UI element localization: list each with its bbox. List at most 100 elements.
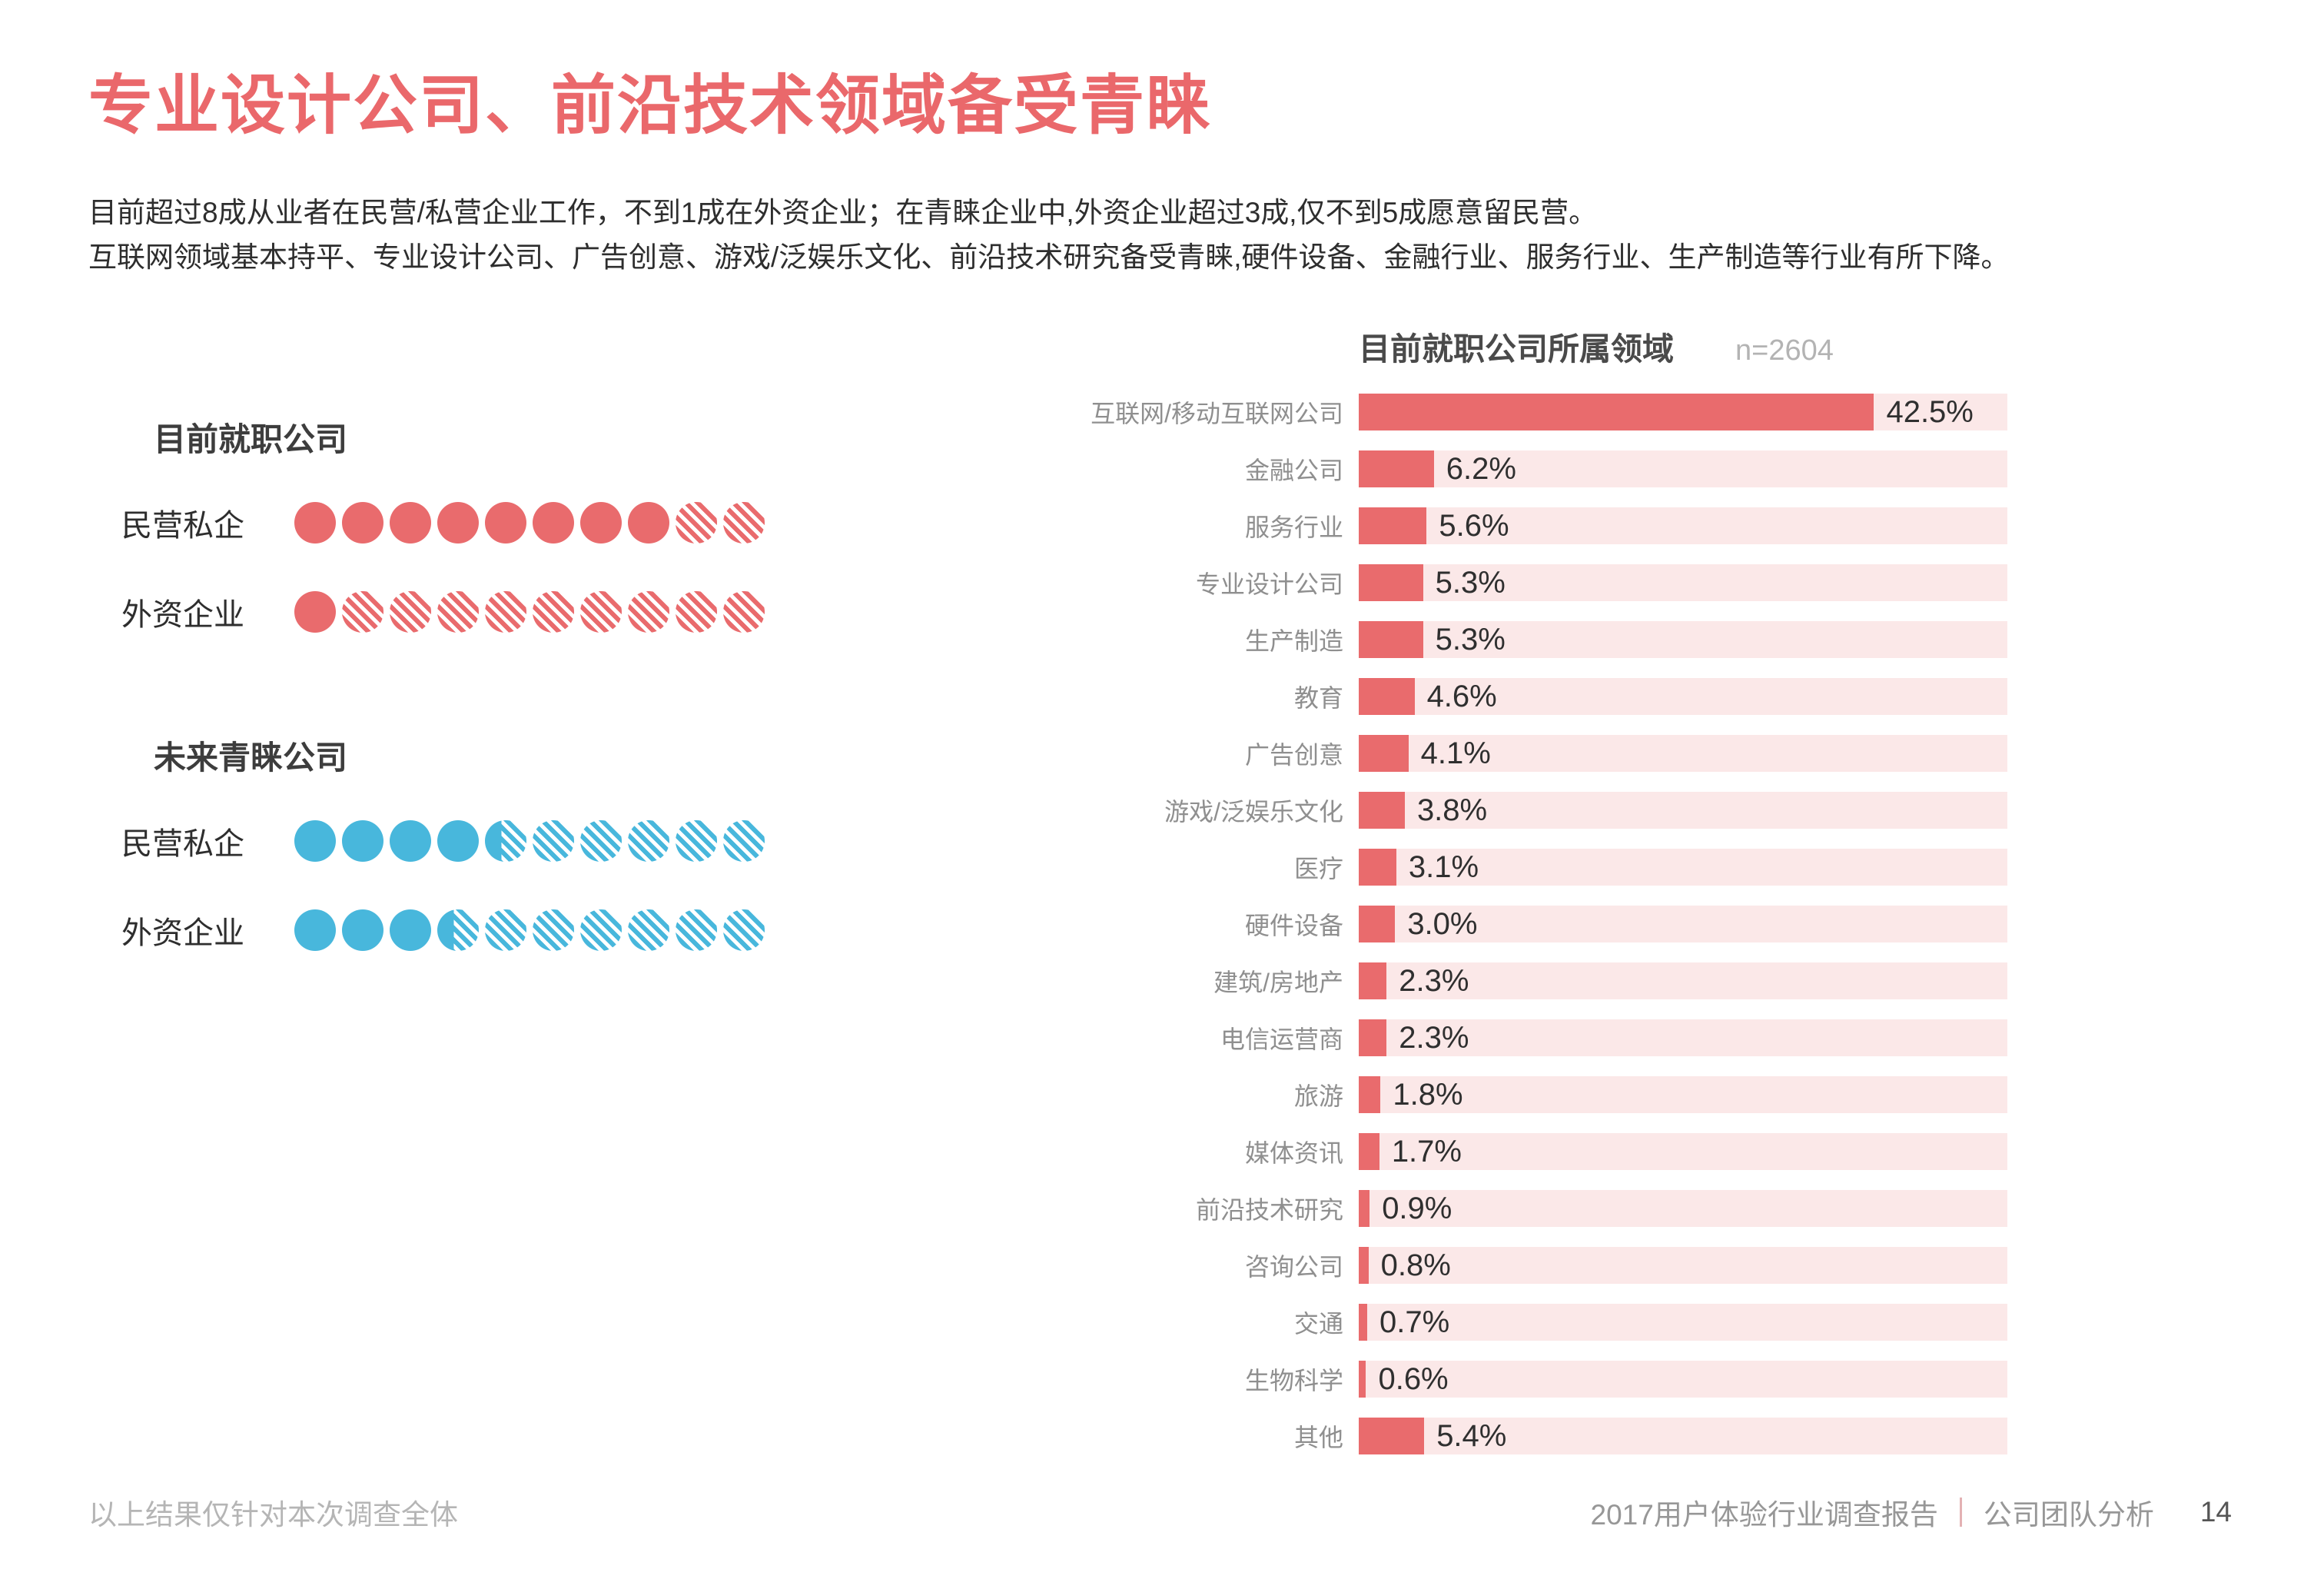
bar-row: 前沿技术研究 0.9%	[1022, 1190, 2007, 1227]
bar-value-label: 5.3%	[1435, 565, 1506, 600]
bar-value-label: 3.1%	[1408, 849, 1479, 884]
bar-category-label: 其他	[1293, 1424, 1343, 1451]
dot-chart-current-title: 目前就职公司	[154, 421, 348, 457]
bar-row: 建筑/房地产 2.3%	[1022, 962, 2007, 999]
bar-value-label: 0.7%	[1379, 1305, 1450, 1339]
solid-dot	[342, 502, 383, 544]
bar-track: 0.8%	[1359, 1247, 2007, 1284]
bar-fill	[1359, 849, 1396, 886]
bar-category-label: 生物科学	[1244, 1367, 1343, 1395]
dot-row-label: 外资企业	[121, 916, 244, 950]
bar-value-label: 1.7%	[1391, 1134, 1462, 1168]
dots	[294, 591, 765, 633]
dot-chart-current-company: 目前就职公司 民营私企外资企业	[121, 414, 765, 634]
page-number: 14	[2200, 1496, 2232, 1527]
dots	[294, 820, 765, 862]
striped-dot	[580, 820, 622, 862]
bar-track: 3.8%	[1359, 792, 2007, 829]
bar-category-label: 旅游	[1293, 1082, 1343, 1110]
solid-dot	[294, 502, 336, 544]
bar-fill	[1359, 735, 1409, 772]
bar-fill	[1359, 1418, 1425, 1454]
bar-row: 生物科学 0.6%	[1022, 1361, 2007, 1398]
striped-dot	[580, 909, 622, 951]
dot-row-label: 外资企业	[121, 598, 244, 632]
dot-row: 外资企业	[121, 908, 765, 952]
striped-dot	[676, 591, 717, 633]
bar-row: 服务行业 5.6%	[1022, 507, 2007, 544]
bar-row: 教育 4.6%	[1022, 678, 2007, 715]
bar-value-label: 5.4%	[1436, 1418, 1507, 1453]
striped-dot	[628, 909, 669, 951]
bar-fill	[1359, 962, 1387, 999]
bar-row: 其他 5.4%	[1022, 1418, 2007, 1454]
striped-dot	[723, 820, 765, 862]
bar-value-label: 0.9%	[1382, 1191, 1452, 1225]
striped-dot	[485, 909, 526, 951]
bar-track: 4.1%	[1359, 735, 2007, 772]
bar-track: 1.8%	[1359, 1076, 2007, 1113]
bar-value-label: 6.2%	[1446, 451, 1516, 486]
footer-section-title: 公司团队分析	[1983, 1499, 2154, 1531]
bar-value-label: 42.5%	[1886, 394, 1974, 429]
bar-fill	[1359, 1190, 1370, 1227]
striped-dot	[628, 820, 669, 862]
striped-dot	[676, 909, 717, 951]
striped-dot	[485, 591, 526, 633]
bar-value-label: 5.6%	[1439, 508, 1509, 543]
bar-value-label: 3.8%	[1416, 793, 1488, 827]
footer-divider	[1959, 1498, 1962, 1527]
solid-dot	[533, 502, 574, 544]
solid-dot	[485, 502, 526, 544]
bar-category-label: 生产制造	[1244, 627, 1343, 655]
solid-dot	[437, 820, 479, 862]
bar-category-label: 金融公司	[1244, 457, 1343, 484]
bar-chart-header: 目前就职公司所属领域 n=2604	[1359, 323, 1834, 369]
bar-category-label: 广告创意	[1244, 741, 1343, 769]
solid-dot	[580, 502, 622, 544]
striped-dot	[580, 591, 622, 633]
dot-row: 民营私企	[121, 500, 765, 545]
bar-track: 5.3%	[1359, 621, 2007, 658]
bar-chart-title: 目前就职公司所属领域	[1359, 331, 1674, 367]
bar-category-label: 医疗	[1293, 855, 1343, 883]
bar-category-label: 专业设计公司	[1195, 570, 1343, 598]
bar-value-label: 2.3%	[1399, 963, 1469, 998]
striped-dot	[533, 909, 574, 951]
bar-row: 专业设计公司 5.3%	[1022, 564, 2007, 601]
bar-track: 2.3%	[1359, 962, 2007, 999]
bar-category-label: 电信运营商	[1220, 1026, 1343, 1053]
striped-dot	[390, 591, 431, 633]
bar-fill	[1359, 1133, 1379, 1170]
solid-dot	[437, 502, 479, 544]
bar-category-label: 媒体资讯	[1244, 1139, 1343, 1167]
bar-fill	[1359, 1076, 1381, 1113]
bar-track: 42.5%	[1359, 394, 2007, 430]
partial-dot	[485, 820, 526, 862]
bar-row: 游戏/泛娱乐文化 3.8%	[1022, 792, 2007, 829]
dot-chart-current-rows: 民营私企 外资企业	[121, 500, 765, 634]
footer-report-title: 2017用户体验行业调查报告	[1590, 1499, 1938, 1531]
solid-dot	[294, 820, 336, 862]
solid-dot	[390, 909, 431, 951]
bar-fill	[1359, 1304, 1368, 1341]
bar-value-label: 0.8%	[1380, 1248, 1451, 1282]
bar-fill	[1359, 1247, 1369, 1284]
footer-right: 2017用户体验行业调查报告 公司团队分析 14	[1591, 1491, 2232, 1533]
bar-value-label: 4.6%	[1426, 679, 1497, 713]
sample-size-label: n=2604	[1735, 334, 1834, 367]
dot-row: 外资企业	[121, 590, 765, 634]
solid-dot	[294, 591, 336, 633]
intro-paragraph-2: 互联网领域基本持平、专业设计公司、广告创意、游戏/泛娱乐文化、前沿技术研究备受青…	[88, 241, 2010, 274]
bar-fill	[1359, 1019, 1387, 1056]
dot-row-label: 民营私企	[121, 827, 244, 861]
bar-category-label: 硬件设备	[1244, 912, 1343, 939]
bar-fill	[1359, 394, 1874, 430]
intro-text: 目前超过8成从业者在民营/私营企业工作，不到1成在外资企业；在青睐企业中,外资企…	[88, 191, 2240, 281]
bar-category-label: 互联网/移动互联网公司	[1091, 400, 1343, 427]
page-title: 专业设计公司、前沿技术领域备受青睐	[88, 69, 1213, 141]
bar-track: 3.0%	[1359, 906, 2007, 942]
footer: 以上结果仅针对本次调查全体 2017用户体验行业调查报告 公司团队分析 14	[0, 1491, 2324, 1533]
bar-track: 0.6%	[1359, 1361, 2007, 1398]
